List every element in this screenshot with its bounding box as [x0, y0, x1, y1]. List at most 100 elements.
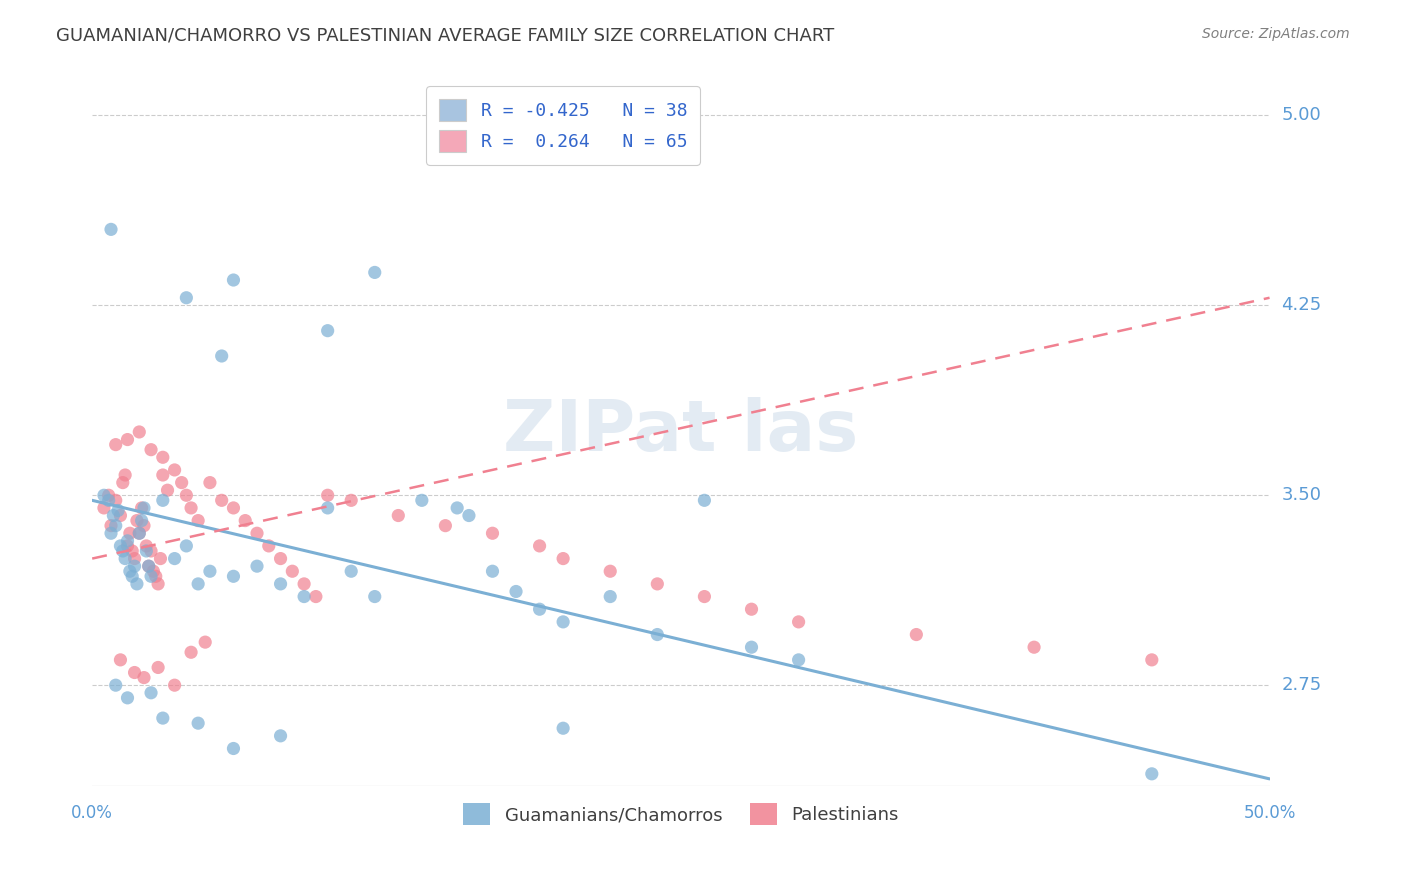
Point	[110, 653, 132, 667]
Point	[132, 671, 155, 685]
Point	[340, 493, 363, 508]
Point	[103, 508, 125, 523]
Point	[364, 590, 387, 604]
Point	[292, 577, 315, 591]
Point	[222, 273, 245, 287]
Point	[104, 678, 127, 692]
Point	[198, 564, 221, 578]
Point	[152, 711, 174, 725]
Text: ZIPat las: ZIPat las	[503, 398, 859, 467]
Legend: Guamanians/Chamorros, Palestinians: Guamanians/Chamorros, Palestinians	[454, 794, 907, 834]
Point	[1140, 653, 1163, 667]
Point	[138, 559, 160, 574]
Point	[316, 500, 339, 515]
Point	[316, 488, 339, 502]
Point	[411, 493, 433, 508]
Point	[124, 559, 146, 574]
Point	[111, 544, 134, 558]
Point	[434, 518, 457, 533]
Text: 0.0%: 0.0%	[72, 805, 112, 822]
Point	[139, 569, 162, 583]
Point	[100, 222, 122, 236]
Point	[146, 577, 169, 591]
Point	[117, 690, 139, 705]
Point	[222, 741, 245, 756]
Point	[139, 442, 162, 457]
Point	[121, 569, 143, 583]
Point	[270, 729, 292, 743]
Point	[128, 526, 150, 541]
Text: Source: ZipAtlas.com: Source: ZipAtlas.com	[1202, 27, 1350, 41]
Point	[163, 678, 186, 692]
Point	[246, 526, 269, 541]
Point	[107, 503, 129, 517]
Point	[505, 584, 527, 599]
Point	[131, 514, 153, 528]
Point	[905, 627, 928, 641]
Point	[481, 564, 503, 578]
Point	[156, 483, 179, 498]
Point	[305, 590, 328, 604]
Point	[529, 602, 551, 616]
Point	[104, 437, 127, 451]
Point	[121, 544, 143, 558]
Text: 4.25: 4.25	[1281, 296, 1322, 314]
Point	[222, 500, 245, 515]
Point	[124, 665, 146, 680]
Point	[364, 265, 387, 279]
Point	[553, 721, 575, 735]
Point	[100, 526, 122, 541]
Point	[211, 493, 233, 508]
Point	[152, 468, 174, 483]
Point	[281, 564, 304, 578]
Point	[93, 488, 115, 502]
Point	[111, 475, 134, 490]
Point	[145, 569, 167, 583]
Point	[481, 526, 503, 541]
Point	[142, 564, 165, 578]
Point	[132, 500, 155, 515]
Point	[163, 463, 186, 477]
Point	[97, 493, 120, 508]
Text: GUAMANIAN/CHAMORRO VS PALESTINIAN AVERAGE FAMILY SIZE CORRELATION CHART: GUAMANIAN/CHAMORRO VS PALESTINIAN AVERAG…	[56, 27, 835, 45]
Point	[176, 291, 198, 305]
Point	[387, 508, 409, 523]
Point	[198, 475, 221, 490]
Point	[146, 660, 169, 674]
Point	[187, 716, 209, 731]
Point	[647, 577, 669, 591]
Point	[135, 544, 157, 558]
Point	[599, 564, 621, 578]
Point	[117, 539, 139, 553]
Point	[128, 526, 150, 541]
Point	[132, 518, 155, 533]
Point	[139, 686, 162, 700]
Point	[741, 602, 763, 616]
Point	[270, 577, 292, 591]
Point	[118, 564, 141, 578]
Point	[741, 640, 763, 655]
Text: 50.0%: 50.0%	[1243, 805, 1296, 822]
Point	[131, 500, 153, 515]
Point	[180, 500, 202, 515]
Point	[163, 551, 186, 566]
Point	[114, 468, 136, 483]
Point	[211, 349, 233, 363]
Point	[458, 508, 481, 523]
Point	[187, 577, 209, 591]
Point	[693, 493, 716, 508]
Point	[194, 635, 217, 649]
Point	[152, 493, 174, 508]
Point	[170, 475, 193, 490]
Point	[149, 551, 172, 566]
Point	[222, 569, 245, 583]
Point	[529, 539, 551, 553]
Point	[176, 539, 198, 553]
Text: 3.50: 3.50	[1281, 486, 1322, 504]
Point	[139, 544, 162, 558]
Text: 5.00: 5.00	[1281, 106, 1322, 124]
Point	[340, 564, 363, 578]
Point	[110, 539, 132, 553]
Point	[176, 488, 198, 502]
Point	[138, 559, 160, 574]
